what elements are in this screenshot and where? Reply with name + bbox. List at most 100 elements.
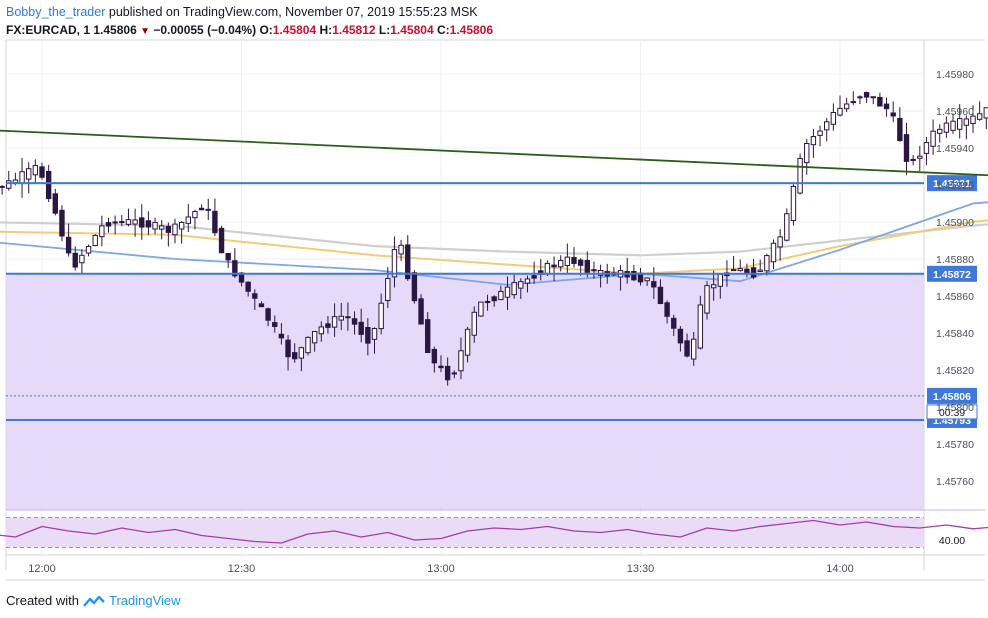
candle-body [99, 225, 105, 238]
candle-body [930, 130, 936, 147]
rsi-line [0, 519, 988, 544]
candle-body [671, 317, 677, 329]
candle-body [843, 103, 850, 110]
candle-body [292, 352, 298, 360]
candle-body [764, 255, 770, 272]
last-price-label: 1.45806 [933, 391, 971, 403]
candle-body [139, 217, 145, 228]
candle-body [737, 268, 743, 272]
candle-body [105, 222, 112, 227]
level-label-box [927, 265, 977, 282]
candle-body [976, 113, 983, 120]
candle-body [305, 336, 311, 354]
candle-body [504, 286, 511, 298]
candle-body [325, 323, 331, 328]
candle-body [664, 302, 670, 317]
candle-body [365, 326, 371, 344]
author-link[interactable]: Bobby_the_trader [6, 5, 106, 19]
candle-body [584, 259, 590, 273]
candle-body [903, 134, 910, 162]
candle-body [39, 166, 45, 178]
candle-body [644, 277, 650, 282]
candle-body [165, 225, 172, 233]
high-label: H: [319, 23, 333, 37]
rsi-band [6, 517, 924, 548]
y-tick-label: 1.45820 [936, 365, 974, 377]
candle-body [957, 118, 963, 130]
candle-body [564, 256, 571, 266]
candle-body [0, 185, 5, 188]
candle-body [870, 96, 876, 99]
candle-body [857, 96, 863, 99]
candle-body [45, 170, 52, 200]
y-tick-label: 1.45780 [936, 439, 974, 451]
candle-body [577, 259, 584, 266]
candle-body [863, 92, 870, 98]
candle-body [311, 330, 318, 344]
candle-body [524, 278, 531, 284]
tradingview-link[interactable]: TradingView [108, 593, 181, 608]
candlesticks [0, 91, 988, 386]
footer: Created with TradingView [6, 593, 181, 608]
low-label: L: [378, 23, 391, 37]
candle-body [684, 340, 690, 357]
candle-body [385, 278, 391, 301]
candle-body [717, 273, 723, 287]
candle-body [444, 365, 451, 381]
ema-fast-line [0, 201, 988, 286]
candle-body [185, 216, 192, 224]
candle-body [890, 112, 896, 117]
candle-body [159, 225, 165, 230]
candle-body [19, 171, 25, 184]
candle-body [285, 339, 291, 358]
rsi-indicator: 40.00 [0, 519, 988, 548]
published-info: published on TradingView.com, November 0… [108, 5, 478, 19]
low-value: 1.45804 [390, 23, 434, 37]
level-label-box [927, 175, 977, 192]
candle-body [464, 328, 471, 356]
candle-body [790, 185, 797, 222]
candle-body [405, 244, 411, 280]
high-value: 1.45812 [332, 23, 376, 37]
x-tick-label: 12:00 [28, 563, 56, 575]
candle-body [651, 281, 657, 288]
candle-body [378, 302, 384, 330]
y-tick-label: 1.45920 [936, 180, 974, 192]
candle-body [824, 121, 830, 131]
axes: 1.45760 1.45780 1.45800 1.45820 1.45840 1.458… [28, 69, 974, 575]
price-change: −0.00055 (−0.04%) [153, 23, 257, 37]
candle-body [877, 96, 883, 107]
candle-body [484, 300, 491, 304]
candle-body [950, 120, 956, 131]
candle-body [272, 322, 278, 327]
candle-body [438, 365, 444, 369]
candle-body [132, 219, 138, 225]
candle-body [178, 221, 185, 230]
candle-body [910, 158, 916, 161]
candle-body [278, 333, 285, 339]
candle-body [697, 304, 704, 349]
close-value: 1.45806 [449, 23, 494, 37]
level-label: 1.45921 [933, 178, 971, 190]
candle-body [192, 211, 198, 219]
candle-body [770, 242, 777, 263]
last-price: 1.45806 [93, 23, 137, 37]
candle-body [511, 282, 517, 296]
candle-body [704, 285, 710, 314]
candle-body [777, 236, 783, 248]
candle-body [744, 268, 750, 274]
candle-body [318, 326, 325, 335]
candle-body [923, 142, 930, 154]
candle-body [478, 301, 484, 317]
candle-body [145, 220, 152, 228]
candle-body [65, 236, 72, 254]
candle-body [6, 180, 12, 189]
candle-body [92, 234, 98, 247]
candle-body [152, 221, 158, 230]
open-label: O: [259, 23, 273, 37]
candle-body [937, 128, 943, 134]
candle-body [571, 257, 577, 264]
y-tick-label: 1.45800 [936, 402, 974, 414]
